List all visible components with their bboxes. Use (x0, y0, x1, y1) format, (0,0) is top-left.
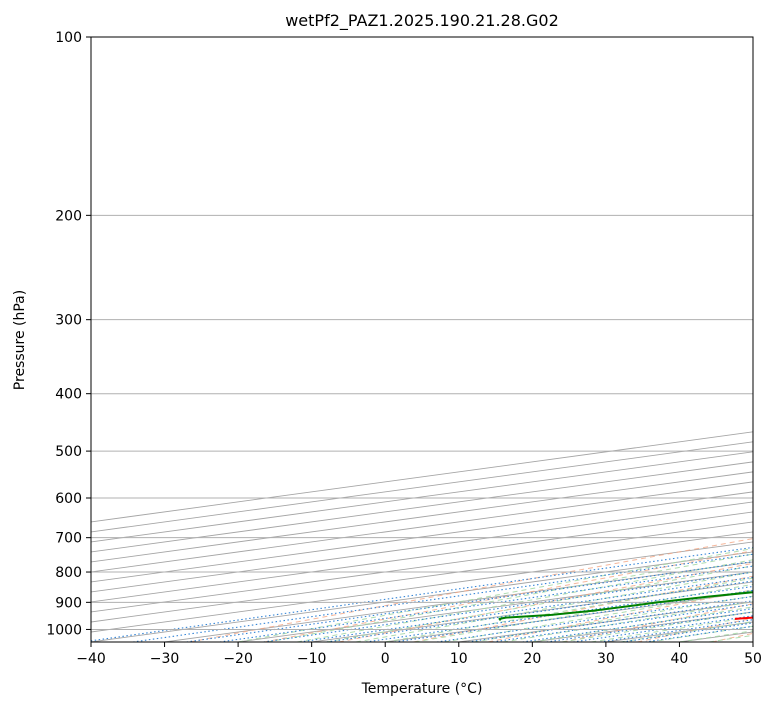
moist-adiabat-line (502, 601, 753, 642)
x-tick-label: −30 (150, 651, 180, 667)
pressure-grid-lines (91, 37, 753, 630)
moist-adiabat-line (649, 625, 753, 642)
x-tick-label: −20 (223, 651, 253, 667)
moist-adiabat-lines (238, 547, 753, 642)
mixing-ratio-lines (91, 546, 753, 642)
isotherm-line (91, 461, 753, 553)
dry-adiabat-line (338, 562, 753, 642)
isotherm-line (605, 621, 753, 642)
mixing-ratio-line (219, 565, 753, 642)
y-axis: 100 200 300 400 500 600 700 800 900 1000 (46, 30, 91, 638)
isotherm-line (91, 551, 753, 642)
mixing-ratio-line (645, 625, 753, 642)
mixing-ratio-line (132, 553, 753, 642)
isotherm-line (752, 641, 753, 642)
y-tick-label: 300 (55, 313, 82, 329)
mixing-ratio-line (326, 580, 753, 642)
moist-adiabat-line (679, 630, 753, 642)
dry-adiabat-line (637, 617, 753, 642)
isotherm-line (91, 501, 753, 593)
x-tick-label: 50 (744, 651, 762, 667)
isotherm-line (385, 591, 753, 642)
x-tick-label: 0 (381, 651, 390, 667)
chart-title: wetPf2_PAZ1.2025.190.21.28.G02 (285, 11, 559, 31)
y-tick-label: 700 (55, 531, 82, 547)
mixing-ratio-line (299, 576, 753, 642)
isotherm-line (91, 541, 753, 633)
isotherm-line (91, 491, 753, 583)
isotherm-line (679, 631, 753, 642)
x-axis-label: Temperature (°C) (361, 681, 483, 697)
dry-adiabat-line (413, 575, 753, 642)
moist-adiabat-line (414, 583, 753, 642)
dry-adiabat-line (264, 550, 753, 642)
moist-adiabat-line (385, 577, 753, 642)
isotherm-line (91, 471, 753, 563)
isotherm-line (91, 531, 753, 623)
moist-adiabat-line (708, 634, 753, 642)
x-tick-label: 20 (523, 651, 541, 667)
y-tick-label: 100 (55, 30, 82, 46)
y-tick-label: 1000 (46, 622, 82, 638)
y-tick-label: 400 (55, 387, 82, 403)
moist-adiabat-line (561, 611, 753, 642)
dry-adiabat-line (562, 603, 753, 642)
plot-area: -100-90-80-70-60-50-40-30-20-10010203040… (91, 37, 753, 642)
x-tick-label: −10 (297, 651, 327, 667)
y-tick-label: 800 (55, 565, 82, 581)
moist-adiabat-line (238, 547, 753, 642)
moist-adiabat-line (473, 595, 753, 642)
moist-adiabat-line (296, 559, 753, 642)
y-tick-label: 600 (55, 491, 82, 507)
profile-series (498, 591, 753, 621)
mixing-ratio-line (263, 571, 753, 642)
x-tick-label: 30 (597, 651, 615, 667)
isotherm-line (311, 581, 753, 642)
isotherm-line (458, 601, 753, 642)
moist-adiabat-line (326, 565, 753, 642)
moist-adiabat-line (267, 553, 753, 642)
isotherm-line (91, 511, 753, 603)
isotherm-lines (91, 431, 753, 642)
isotherm-line (91, 521, 753, 613)
dry-adiabat-line (487, 589, 753, 642)
y-axis-label: Pressure (hPa) (12, 290, 28, 390)
dewpoint-profile-line (498, 591, 753, 621)
y-tick-label: 200 (55, 208, 82, 224)
x-tick-label: −40 (76, 651, 106, 667)
y-tick-label: 500 (55, 444, 82, 460)
plot-frame (90, 36, 754, 643)
mixing-ratio-line (522, 608, 753, 642)
isotherm-line (91, 481, 753, 573)
x-tick-label: 10 (450, 651, 468, 667)
mixing-ratio-line (91, 546, 753, 642)
isotherm-line (91, 451, 753, 543)
y-tick-label: 900 (55, 595, 82, 611)
temperature-profile-line (734, 616, 753, 620)
moist-adiabat-line (444, 589, 753, 642)
moist-adiabat-line (355, 571, 753, 642)
dry-adiabat-line (711, 632, 753, 642)
x-tick-label: 40 (671, 651, 689, 667)
x-axis: −40 −30 −20 −10 0 10 20 30 40 50 (76, 642, 762, 667)
